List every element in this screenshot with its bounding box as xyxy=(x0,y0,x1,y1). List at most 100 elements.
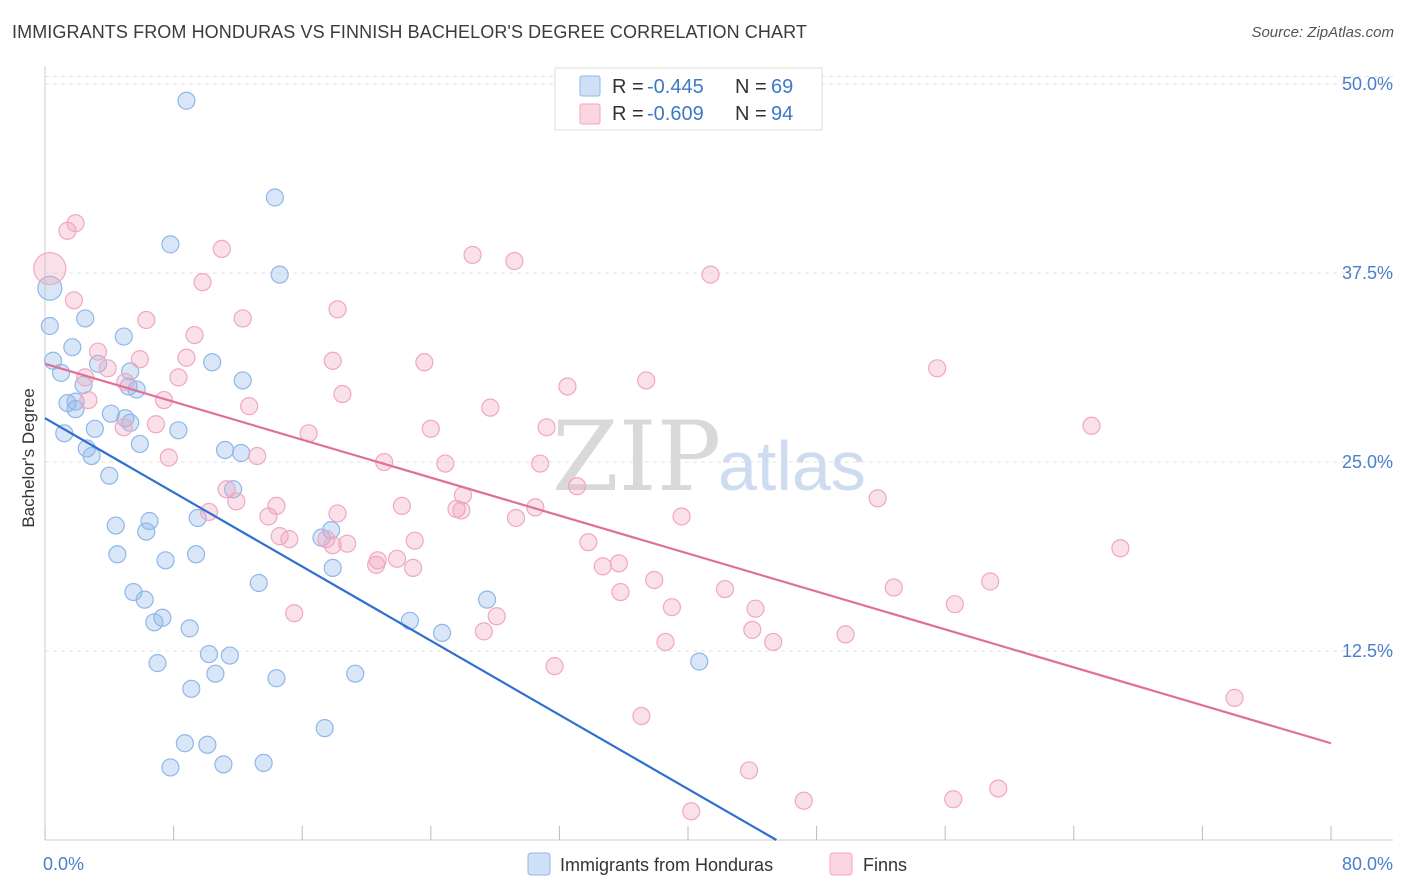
point-finns xyxy=(836,625,855,644)
point-honduras xyxy=(37,275,63,301)
point-honduras xyxy=(315,719,334,738)
point-honduras xyxy=(432,623,452,642)
point-finns xyxy=(66,214,85,233)
point-finns xyxy=(537,418,556,437)
point-honduras xyxy=(267,669,286,688)
y-axis-label: Bachelor's Degree xyxy=(19,388,38,527)
point-honduras xyxy=(182,679,201,698)
point-finns xyxy=(227,492,246,511)
point-honduras xyxy=(690,652,709,671)
legend-swatch-finns xyxy=(579,103,601,125)
point-honduras xyxy=(199,644,219,664)
point-finns xyxy=(981,572,1000,591)
point-honduras xyxy=(177,91,196,110)
point-honduras xyxy=(137,522,156,541)
point-finns xyxy=(177,348,196,367)
point-finns xyxy=(487,607,506,626)
point-finns xyxy=(945,595,964,614)
x-tick-label: 80.0% xyxy=(1342,854,1393,874)
point-finns xyxy=(114,418,133,437)
point-honduras xyxy=(156,551,175,570)
point-finns xyxy=(328,504,347,523)
data-points xyxy=(33,91,1244,821)
point-finns xyxy=(367,555,386,574)
chart-source: Source: ZipAtlas.com xyxy=(1251,24,1394,41)
watermark-zip: ZIP xyxy=(552,401,721,513)
point-finns xyxy=(944,790,963,809)
point-honduras xyxy=(180,619,199,638)
point-honduras xyxy=(215,440,235,460)
point-finns xyxy=(672,507,691,526)
point-finns xyxy=(154,390,174,410)
point-honduras xyxy=(108,545,127,564)
point-finns xyxy=(98,359,117,378)
point-finns xyxy=(637,371,656,390)
point-finns xyxy=(505,251,524,271)
point-finns xyxy=(285,604,304,623)
legend-r-value-finns: -0.609 xyxy=(647,103,704,125)
point-finns xyxy=(656,632,675,652)
legend-n-label-honduras: N = xyxy=(735,76,767,98)
bottom-legend-swatch-honduras xyxy=(527,852,551,876)
point-finns xyxy=(506,508,526,528)
point-honduras xyxy=(121,362,140,381)
point-finns xyxy=(130,350,149,369)
point-honduras xyxy=(51,363,71,382)
point-finns xyxy=(415,353,434,372)
point-honduras xyxy=(63,338,82,357)
trend-lines xyxy=(44,362,1332,841)
axes xyxy=(44,66,1393,841)
point-honduras xyxy=(76,309,95,328)
point-finns xyxy=(481,398,500,417)
point-finns xyxy=(611,582,630,602)
point-finns xyxy=(146,415,166,434)
point-finns xyxy=(79,390,98,410)
point-finns xyxy=(333,384,352,404)
x-tick-label: 0.0% xyxy=(43,854,84,874)
point-finns xyxy=(338,534,357,553)
y-tick-labels: 12.5% 25.0% 37.5% 50.0% xyxy=(1342,74,1393,661)
point-finns xyxy=(746,599,765,618)
point-finns xyxy=(764,632,783,652)
point-finns xyxy=(328,300,347,319)
point-honduras xyxy=(161,758,180,777)
y-tick-label: 25.0% xyxy=(1342,452,1393,472)
legend-r-label-finns: R = xyxy=(612,103,644,125)
point-finns xyxy=(1111,539,1130,558)
point-finns xyxy=(88,342,108,361)
point-honduras xyxy=(85,419,104,438)
point-finns xyxy=(743,620,762,639)
legend-swatch-honduras xyxy=(579,75,601,97)
legend-n-value-honduras: 69 xyxy=(771,76,793,98)
point-finns xyxy=(662,598,682,617)
point-finns xyxy=(531,454,550,473)
point-finns xyxy=(715,579,735,599)
point-finns xyxy=(280,530,299,549)
point-finns xyxy=(989,779,1008,798)
point-finns xyxy=(567,477,587,496)
point-finns xyxy=(682,802,701,821)
trend-line-honduras xyxy=(44,417,777,841)
point-honduras xyxy=(477,590,497,609)
point-honduras xyxy=(322,520,341,540)
y-tick-label: 37.5% xyxy=(1342,263,1393,283)
y-tick-label: 50.0% xyxy=(1342,74,1393,94)
legend-n-label-finns: N = xyxy=(735,103,767,125)
trend-line-finns xyxy=(44,362,1332,745)
chart-title: IMMIGRANTS FROM HONDURAS VS FINNISH BACH… xyxy=(12,22,807,42)
point-honduras xyxy=(175,734,194,753)
point-honduras xyxy=(206,664,225,683)
bottom-legend-label-finns: Finns xyxy=(863,855,907,875)
point-honduras xyxy=(66,400,85,419)
point-finns xyxy=(64,291,84,310)
point-finns xyxy=(463,245,482,265)
point-honduras xyxy=(203,353,222,372)
point-finns xyxy=(579,533,598,552)
point-finns xyxy=(387,549,407,568)
point-honduras xyxy=(101,404,121,423)
point-finns xyxy=(436,454,455,473)
point-finns xyxy=(928,359,947,378)
legend-r-value-honduras: -0.445 xyxy=(647,76,704,98)
point-finns xyxy=(868,489,887,508)
